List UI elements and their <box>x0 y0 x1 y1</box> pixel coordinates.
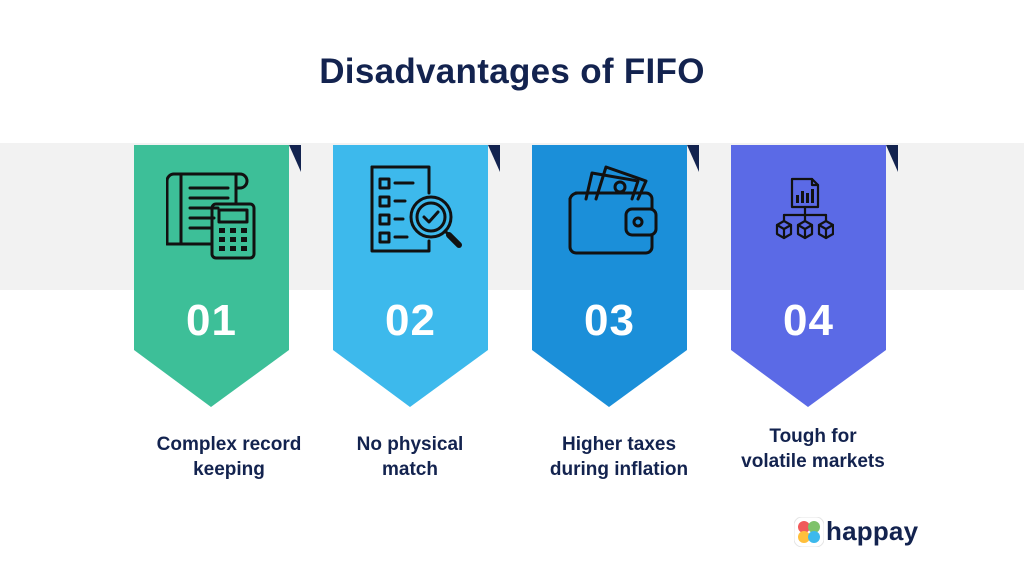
caption-line: keeping <box>193 459 265 480</box>
step-number-1: 01 <box>186 296 237 345</box>
step-caption-2: No physical match <box>300 432 520 482</box>
caption-line: Tough for <box>769 426 857 447</box>
ribbon-shape <box>134 145 301 407</box>
ribbon-shape <box>731 145 898 407</box>
step-card-2 <box>333 145 523 415</box>
step-number-2: 02 <box>385 296 436 345</box>
ledger-calculator-icon <box>166 172 256 260</box>
step-number-3: 03 <box>584 296 635 345</box>
caption-line: Higher taxes <box>561 434 677 455</box>
step-card-3 <box>532 145 722 415</box>
caption-line: match <box>382 459 438 480</box>
caption-line: Complex record <box>156 434 302 455</box>
step-card-1 <box>134 145 324 415</box>
report-network-icon <box>775 177 834 240</box>
step-caption-3: Higher taxes during inflation <box>509 432 729 482</box>
wallet-cash-icon <box>568 165 658 255</box>
brand-name: happay <box>826 516 919 546</box>
brand-logo: happay <box>794 514 918 548</box>
checklist-magnifier-icon <box>370 165 462 253</box>
happay-logo-icon <box>794 517 824 547</box>
step-number-4: 04 <box>783 296 834 345</box>
page-title: Disadvantages of FIFO <box>319 52 705 91</box>
step-card-4 <box>731 145 921 415</box>
caption-line: No physical <box>356 434 464 455</box>
caption-line: volatile markets <box>741 451 885 472</box>
step-caption-4: Tough for volatile markets <box>703 424 923 474</box>
caption-line: during inflation <box>549 459 689 480</box>
step-caption-1: Complex record keeping <box>119 432 339 482</box>
